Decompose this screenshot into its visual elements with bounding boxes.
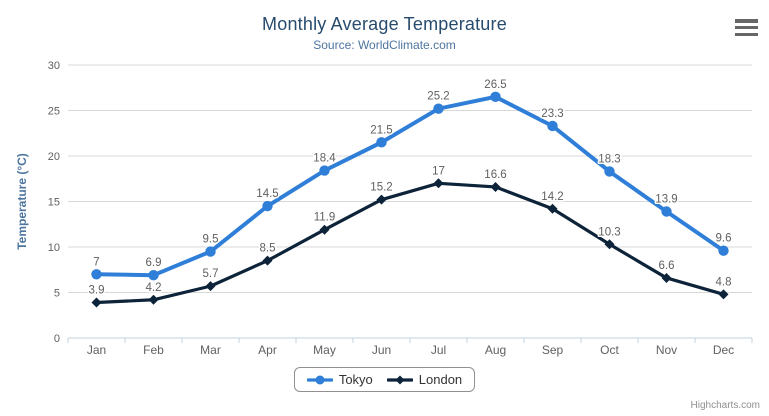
x-axis-label: Aug bbox=[485, 343, 506, 357]
data-point-london[interactable] bbox=[490, 181, 501, 192]
data-point-london[interactable] bbox=[91, 297, 102, 308]
data-point-london[interactable] bbox=[661, 272, 672, 283]
data-point-tokyo[interactable] bbox=[604, 166, 615, 177]
y-axis-label: 0 bbox=[54, 333, 60, 345]
data-point-london[interactable] bbox=[376, 194, 387, 205]
legend: Tokyo London bbox=[0, 367, 769, 392]
y-axis-label: 20 bbox=[48, 151, 60, 163]
x-axis-label: May bbox=[313, 343, 336, 357]
data-label: 18.3 bbox=[598, 153, 620, 165]
data-point-london[interactable] bbox=[148, 294, 159, 305]
data-point-tokyo[interactable] bbox=[433, 103, 444, 114]
data-label: 18.4 bbox=[313, 153, 336, 165]
chart-title: Monthly Average Temperature bbox=[262, 14, 507, 34]
legend-box: Tokyo London bbox=[293, 367, 476, 392]
data-label: 7 bbox=[93, 256, 99, 268]
x-axis-label: Jul bbox=[431, 343, 446, 357]
data-label: 5.7 bbox=[203, 268, 219, 280]
data-label: 14.5 bbox=[256, 188, 278, 200]
data-label: 9.6 bbox=[716, 233, 732, 245]
hamburger-icon bbox=[735, 25, 758, 30]
legend-symbol bbox=[395, 375, 405, 384]
y-axis-label: 30 bbox=[48, 60, 60, 72]
hamburger-icon bbox=[735, 19, 758, 23]
x-axis-label: Dec bbox=[713, 343, 734, 357]
data-label: 26.5 bbox=[484, 79, 506, 91]
hamburger-icon bbox=[735, 32, 758, 36]
data-label: 6.9 bbox=[146, 257, 162, 269]
x-axis-label: Nov bbox=[656, 343, 677, 357]
data-point-london[interactable] bbox=[604, 239, 615, 250]
legend-label: Tokyo bbox=[338, 372, 373, 387]
legend-marker-diamond-icon bbox=[386, 375, 413, 384]
data-label: 23.3 bbox=[541, 108, 563, 120]
data-label: 15.2 bbox=[370, 182, 392, 194]
data-label: 21.5 bbox=[370, 124, 392, 136]
data-point-london[interactable] bbox=[547, 203, 558, 214]
x-axis-label: Feb bbox=[143, 343, 164, 357]
data-label: 17 bbox=[432, 165, 445, 177]
data-label: 8.5 bbox=[260, 243, 276, 255]
data-point-tokyo[interactable] bbox=[148, 270, 159, 281]
series-line-tokyo[interactable] bbox=[94, 94, 726, 278]
chart-subtitle: Source: WorldClimate.com bbox=[313, 38, 456, 52]
data-label: 9.5 bbox=[203, 234, 219, 246]
x-axis-label: Jun bbox=[372, 343, 391, 357]
data-label: 10.3 bbox=[598, 226, 620, 238]
data-label: 4.2 bbox=[146, 282, 162, 294]
data-label: 3.9 bbox=[89, 285, 105, 297]
x-axis-label: Apr bbox=[258, 343, 277, 357]
y-axis-label: 25 bbox=[48, 106, 60, 118]
y-axis-label: 5 bbox=[54, 288, 60, 300]
data-point-tokyo[interactable] bbox=[205, 246, 216, 257]
data-point-tokyo[interactable] bbox=[376, 137, 387, 148]
data-label: 4.8 bbox=[716, 276, 732, 288]
data-point-tokyo[interactable] bbox=[319, 165, 330, 176]
x-axis-label: Mar bbox=[200, 343, 221, 357]
legend-marker-circle-icon bbox=[306, 375, 333, 384]
data-point-london[interactable] bbox=[433, 178, 444, 189]
y-axis-label: 15 bbox=[48, 197, 60, 209]
data-label: 11.9 bbox=[314, 212, 336, 224]
data-point-london[interactable] bbox=[319, 224, 330, 235]
data-point-tokyo[interactable] bbox=[718, 245, 729, 256]
data-point-london[interactable] bbox=[718, 289, 729, 300]
x-axis-label: Jan bbox=[87, 343, 106, 357]
data-point-tokyo[interactable] bbox=[91, 269, 102, 280]
legend-symbol bbox=[315, 375, 325, 384]
y-axis-label: 10 bbox=[48, 242, 60, 254]
y-axis-title: Temperature (°C) bbox=[15, 153, 29, 250]
data-label: 14.2 bbox=[541, 191, 563, 203]
data-point-tokyo[interactable] bbox=[547, 120, 558, 132]
x-axis-label: Oct bbox=[600, 343, 619, 357]
legend-label: London bbox=[418, 372, 463, 387]
data-point-tokyo[interactable] bbox=[490, 91, 501, 103]
data-label: 25.2 bbox=[427, 91, 449, 103]
data-point-tokyo[interactable] bbox=[262, 200, 273, 212]
legend-item-london[interactable]: London bbox=[386, 372, 463, 387]
data-point-london[interactable] bbox=[262, 255, 273, 266]
data-label: 6.6 bbox=[659, 260, 675, 272]
data-point-tokyo[interactable] bbox=[661, 206, 672, 217]
x-axis-label: Sep bbox=[542, 343, 564, 357]
export-menu-button[interactable] bbox=[735, 19, 758, 36]
data-label: 16.6 bbox=[484, 169, 506, 181]
data-label: 13.9 bbox=[655, 194, 677, 206]
series-line-london[interactable] bbox=[94, 181, 726, 305]
credits-link[interactable]: Highcharts.com bbox=[690, 400, 760, 411]
legend-item-tokyo[interactable]: Tokyo bbox=[306, 372, 373, 387]
data-point-london[interactable] bbox=[205, 281, 216, 292]
